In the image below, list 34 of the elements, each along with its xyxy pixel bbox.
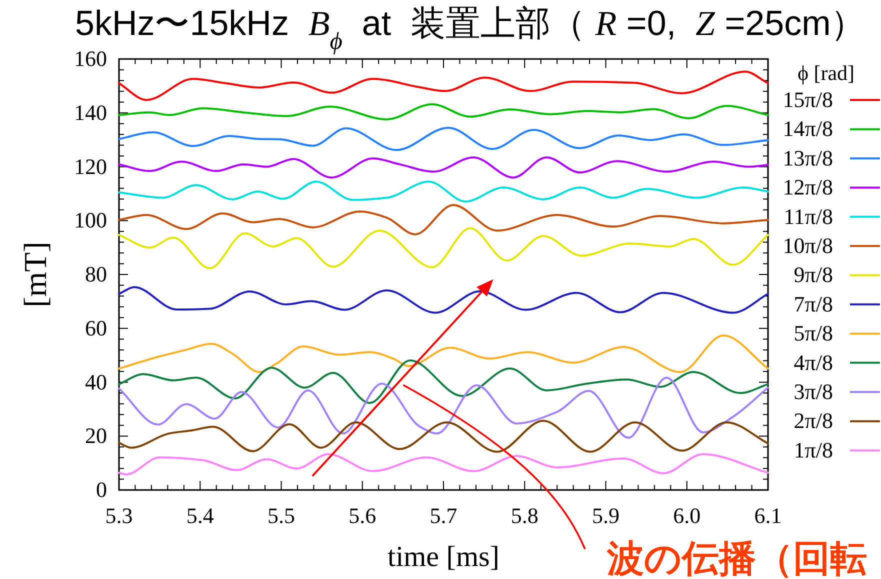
ytick-label: 40 [85,369,107,394]
xlabel: time [ms] [388,541,500,573]
annotation: 波の伝播（回転 [607,538,867,579]
xtick-label: 5.3 [105,503,133,528]
legend-label: 3π/8 [794,379,833,404]
ytick-label: 0 [96,477,107,502]
legend-label: 2π/8 [794,408,833,434]
ylabel: [mT] [17,242,53,308]
legend-label: 15π/8 [782,87,833,112]
legend-label: 1π/8 [794,437,833,462]
legend-label: 12π/8 [782,174,833,200]
legend-label: 5π/8 [794,320,833,346]
xtick-label: 5.9 [592,503,620,528]
ytick-label: 100 [74,208,107,233]
legend-label: 9π/8 [794,262,833,288]
xtick-label: 5.6 [348,503,376,528]
xtick-label: 5.7 [430,503,458,528]
ytick-label: 80 [85,262,107,286]
legend-label: 4π/8 [794,350,833,375]
ytick-label: 140 [74,100,107,125]
ytick-label: 60 [85,315,107,340]
legend-title: ϕ [rad] [797,61,855,85]
xtick-label: 6.0 [673,503,701,528]
ytick-label: 20 [85,423,107,448]
legend-label: 10π/8 [782,233,833,258]
legend-label: 11π/8 [784,204,833,229]
legend-label: 7π/8 [794,291,833,316]
xtick-label: 6.1 [754,503,782,528]
ytick-label: 120 [74,154,107,179]
legend-label: 14π/8 [782,116,833,142]
xtick-label: 5.4 [186,503,214,528]
xtick-label: 5.5 [268,503,295,528]
xtick-label: 5.8 [510,503,538,528]
legend-label: 13π/8 [782,145,833,170]
